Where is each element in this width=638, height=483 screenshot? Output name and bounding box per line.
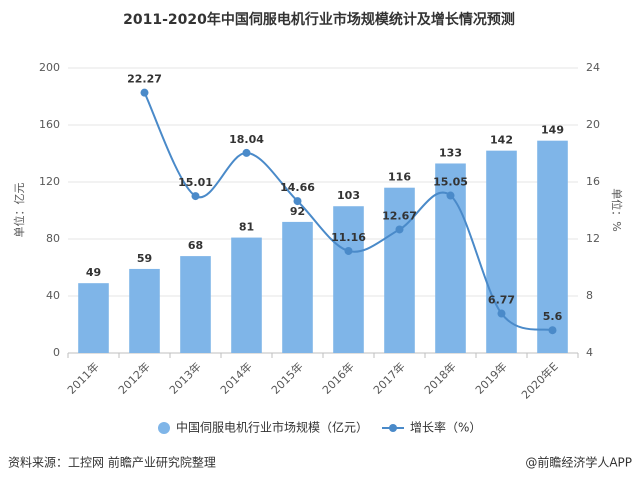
line-point [395,225,404,234]
legend-label: 中国伺服电机行业市场规模（亿元） [176,420,368,435]
x-tick-label: 2014年 [217,359,254,396]
bar [384,187,415,353]
y-tick-label: 200 [39,61,60,74]
line-value-label: 22.27 [127,73,162,86]
y2-tick-label: 4 [586,346,593,359]
bar [333,206,364,353]
line-point [344,246,353,255]
bar-value-label: 149 [541,124,564,137]
y-tick-label: 160 [39,118,60,131]
x-tick-label: 2015年 [268,359,305,396]
x-tick-label: 2016年 [319,359,356,396]
x-tick-label: 2012年 [115,359,152,396]
bar [486,150,517,353]
line-point [497,309,506,318]
bar [282,221,313,353]
bar [231,237,262,353]
bar-value-label: 81 [239,221,254,234]
bar-value-label: 142 [490,134,513,147]
line-value-label: 15.05 [433,176,468,189]
bar-value-label: 68 [188,239,203,252]
legend-swatch [158,422,170,434]
legend-swatch [389,424,397,432]
bar-value-label: 59 [137,252,152,265]
bar-value-label: 133 [439,146,462,159]
line-value-label: 6.77 [488,294,515,307]
y-tick-label: 0 [53,346,60,359]
bar-value-label: 92 [290,205,305,218]
line-value-label: 15.01 [178,176,213,189]
y2-tick-label: 24 [586,61,600,74]
line-point [293,197,302,206]
x-tick-label: 2011年 [64,359,101,396]
line-point [548,326,557,335]
y2-tick-label: 12 [586,232,600,245]
y-tick-label: 80 [46,232,60,245]
chart-title: 2011-2020年中国伺服电机行业市场规模统计及增长情况预测 [123,11,515,28]
y2-tick-label: 20 [586,118,600,131]
x-tick-label: 2020年E [518,359,560,401]
source-note: 资料来源：工控网 前瞻产业研究院整理 [8,455,216,470]
line-point [140,88,149,97]
bar [180,256,211,353]
bar [78,283,109,353]
line-point [446,191,455,200]
x-tick-label: 2019年 [472,359,509,396]
line-point [191,192,200,201]
line-value-label: 18.04 [229,133,264,146]
bar [537,140,568,353]
x-tick-label: 2017年 [370,359,407,396]
y-tick-label: 40 [46,289,60,302]
line-value-label: 11.16 [331,231,366,244]
y-axis-label: 单位：亿元 [12,183,26,238]
bar-value-label: 116 [388,171,411,184]
line-value-label: 14.66 [280,181,315,194]
x-tick-label: 2013年 [166,359,203,396]
line-point [242,148,251,157]
legend-label: 增长率（%） [410,420,481,435]
bar-value-label: 103 [337,189,360,202]
line-value-label: 5.6 [543,310,563,323]
y-tick-label: 120 [39,175,60,188]
x-tick-label: 2018年 [421,359,458,396]
y2-tick-label: 8 [586,289,593,302]
watermark: @前瞻经济学人APP [525,455,632,470]
line-value-label: 12.67 [382,209,417,222]
bar [129,268,160,353]
bar-value-label: 49 [86,266,101,279]
y2-axis-label: 单位：% [610,188,624,231]
y2-tick-label: 16 [586,175,600,188]
